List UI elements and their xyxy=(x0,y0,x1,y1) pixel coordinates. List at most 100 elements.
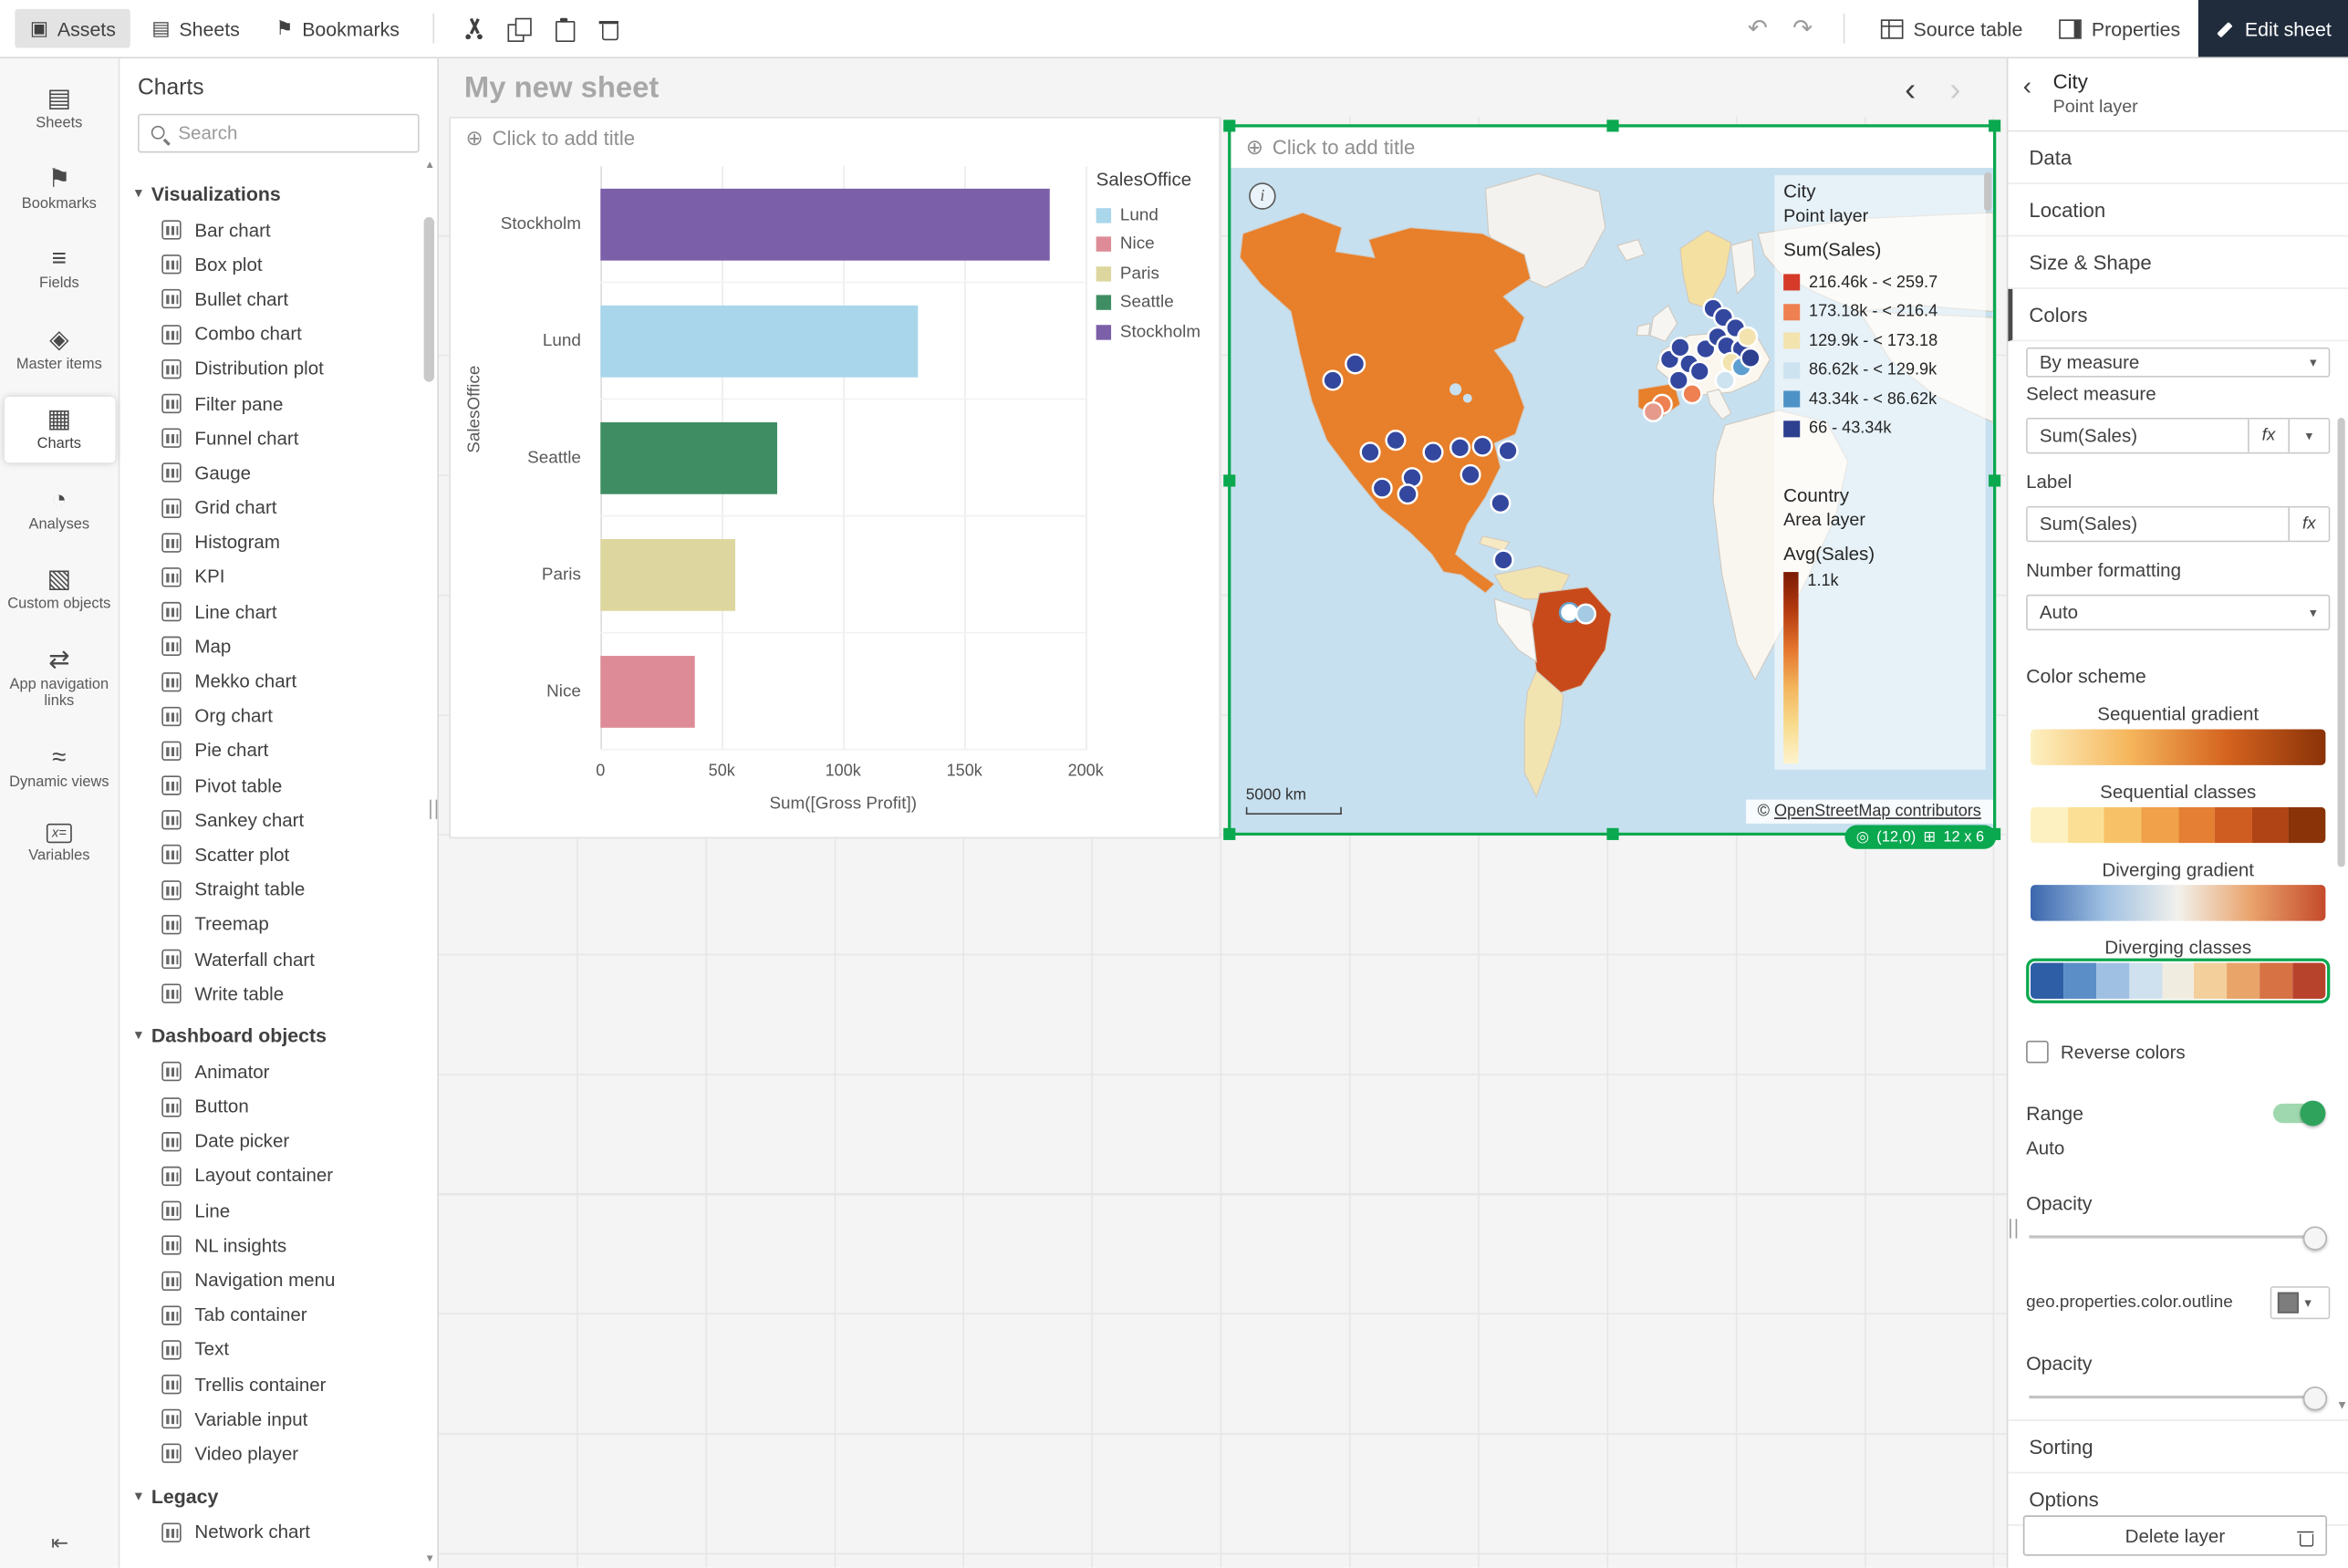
map-point[interactable] xyxy=(1681,383,1703,405)
chart-title-placeholder[interactable]: ⊕ Click to add title xyxy=(451,119,1219,159)
delete-button[interactable] xyxy=(587,7,631,49)
copy-button[interactable] xyxy=(497,7,542,49)
rail-item-app-navigation-links[interactable]: ⇄ App navigation links xyxy=(4,638,114,720)
tab-bookmarks[interactable]: ⚑ Bookmarks xyxy=(261,9,415,48)
rail-item-master-items[interactable]: ◈ Master items xyxy=(4,317,114,381)
map-point[interactable] xyxy=(1345,353,1366,375)
next-sheet-button[interactable]: › xyxy=(1949,70,1961,109)
map-point[interactable] xyxy=(1449,437,1471,459)
chart-item-variable-input[interactable]: Variable input xyxy=(119,1402,437,1437)
reverse-colors-checkbox[interactable] xyxy=(2026,1040,2049,1064)
map-point[interactable] xyxy=(1492,549,1514,571)
section-sorting[interactable]: Sorting xyxy=(2008,1421,2348,1474)
measure-dropdown-button[interactable]: ▾ xyxy=(2288,419,2329,452)
map-point[interactable] xyxy=(1460,463,1481,485)
selection-handle[interactable] xyxy=(1223,119,1236,132)
bar-lund[interactable] xyxy=(600,305,919,378)
sheet-title[interactable]: My new sheet xyxy=(463,71,660,105)
panel-resize-handle[interactable] xyxy=(430,799,438,819)
bar-nice[interactable] xyxy=(600,656,695,728)
section-data[interactable]: Data xyxy=(2008,131,2348,184)
map-point[interactable] xyxy=(1574,603,1597,625)
chart-item-network-chart[interactable]: Network chart xyxy=(119,1515,437,1550)
map-point[interactable] xyxy=(1497,440,1519,462)
selection-handle[interactable] xyxy=(1605,827,1618,840)
chart-item-date-picker[interactable]: Date picker xyxy=(119,1124,437,1158)
properties-scrollbar[interactable]: ▼ xyxy=(2336,283,2348,1412)
previous-sheet-button[interactable]: ‹ xyxy=(1905,70,1917,109)
range-toggle[interactable] xyxy=(2272,1099,2326,1126)
chart-item-combo-chart[interactable]: Combo chart xyxy=(119,317,437,351)
map-point[interactable] xyxy=(1422,441,1444,463)
bar-seattle[interactable] xyxy=(600,421,778,494)
selection-handle[interactable] xyxy=(1223,473,1236,486)
chart-item-animator[interactable]: Animator xyxy=(119,1054,437,1089)
scheme-diverging-classes[interactable] xyxy=(2026,958,2331,1003)
chart-item-grid-chart[interactable]: Grid chart xyxy=(119,491,437,525)
chart-item-pivot-table[interactable]: Pivot table xyxy=(119,768,437,803)
rail-item-fields[interactable]: ≡ Fields xyxy=(4,236,114,301)
selection-handle[interactable] xyxy=(1223,827,1236,840)
properties-button[interactable]: Properties xyxy=(2041,0,2198,57)
rail-item-variables[interactable]: x= Variables xyxy=(4,815,114,874)
rail-item-bookmarks[interactable]: ⚑ Bookmarks xyxy=(4,157,114,222)
map-point[interactable] xyxy=(1669,337,1691,358)
cut-button[interactable] xyxy=(452,7,496,49)
chart-item-bullet-chart[interactable]: Bullet chart xyxy=(119,282,437,317)
chart-item-kpi[interactable]: KPI xyxy=(119,560,437,595)
map-point[interactable] xyxy=(1714,369,1736,391)
chart-item-line-chart[interactable]: Line chart xyxy=(119,595,437,629)
tab-sheets[interactable]: ▤ Sheets xyxy=(137,9,255,48)
map-point[interactable] xyxy=(1490,493,1512,514)
search-input[interactable] xyxy=(139,122,419,144)
map-point[interactable] xyxy=(1371,477,1393,499)
chart-item-trellis-container[interactable]: Trellis container xyxy=(119,1367,437,1402)
scrollbar-thumb[interactable] xyxy=(1984,171,1992,212)
chart-item-treemap[interactable]: Treemap xyxy=(119,907,437,941)
redo-button[interactable]: ↷ xyxy=(1792,16,1813,42)
map-object[interactable]: ⊕ Click to add title xyxy=(1223,119,2001,849)
delete-layer-button[interactable]: Delete layer xyxy=(2022,1515,2328,1556)
map-point[interactable] xyxy=(1740,347,1761,369)
measure-input[interactable] xyxy=(2027,419,2249,452)
scrollbar-thumb[interactable] xyxy=(423,217,435,382)
chart-item-sankey-chart[interactable]: Sankey chart xyxy=(119,803,437,837)
chart-item-map[interactable]: Map xyxy=(119,629,437,664)
chart-item-waterfall-chart[interactable]: Waterfall chart xyxy=(119,941,437,976)
legend-scrollbar[interactable] xyxy=(1984,171,1992,262)
scheme-diverging-gradient[interactable] xyxy=(2031,885,2326,921)
section-header-legacy[interactable]: ▾ Legacy xyxy=(119,1471,437,1515)
chart-item-nl-insights[interactable]: NL insights xyxy=(119,1229,437,1263)
chart-item-bar-chart[interactable]: Bar chart xyxy=(119,213,437,247)
map-point[interactable] xyxy=(1322,369,1344,391)
chart-item-funnel-chart[interactable]: Funnel chart xyxy=(119,421,437,455)
chart-item-line[interactable]: Line xyxy=(119,1193,437,1228)
selection-handle[interactable] xyxy=(1989,473,2001,486)
scrollbar-thumb[interactable] xyxy=(2337,418,2345,867)
assets-scrollbar[interactable]: ▲ ▼ xyxy=(423,161,436,1564)
undo-button[interactable]: ↶ xyxy=(1747,16,1768,42)
outline-opacity-slider[interactable] xyxy=(2029,1386,2328,1411)
map-point[interactable] xyxy=(1385,430,1407,452)
chart-item-distribution-plot[interactable]: Distribution plot xyxy=(119,351,437,386)
sheet-canvas[interactable]: My new sheet ‹ › ⊕ Click to add title Sa… xyxy=(438,58,2007,1568)
chart-item-filter-pane[interactable]: Filter pane xyxy=(119,386,437,421)
map-title-placeholder[interactable]: ⊕ Click to add title xyxy=(1231,128,1993,168)
opacity-slider[interactable] xyxy=(2029,1226,2328,1251)
map-point[interactable] xyxy=(1471,435,1493,457)
rail-item-custom-objects[interactable]: ▧ Custom objects xyxy=(4,557,114,622)
map-point[interactable] xyxy=(1737,326,1759,348)
map-point[interactable] xyxy=(1359,441,1381,463)
chart-item-tab-container[interactable]: Tab container xyxy=(119,1298,437,1333)
bar-chart-object[interactable]: ⊕ Click to add title SalesOffice Stockho… xyxy=(449,117,1221,839)
section-size-shape[interactable]: Size & Shape xyxy=(2008,236,2348,289)
chart-item-org-chart[interactable]: Org chart xyxy=(119,699,437,733)
tab-assets[interactable]: ▣ Assets xyxy=(15,8,131,48)
chart-item-navigation-menu[interactable]: Navigation menu xyxy=(119,1263,437,1298)
chart-item-mekko-chart[interactable]: Mekko chart xyxy=(119,664,437,699)
expression-editor-button[interactable]: fx xyxy=(2248,419,2289,452)
chart-item-pie-chart[interactable]: Pie chart xyxy=(119,733,437,768)
chart-item-scatter-plot[interactable]: Scatter plot xyxy=(119,837,437,872)
map-point[interactable] xyxy=(1688,360,1710,382)
collapse-rail-button[interactable]: ⇤ xyxy=(51,1530,69,1554)
